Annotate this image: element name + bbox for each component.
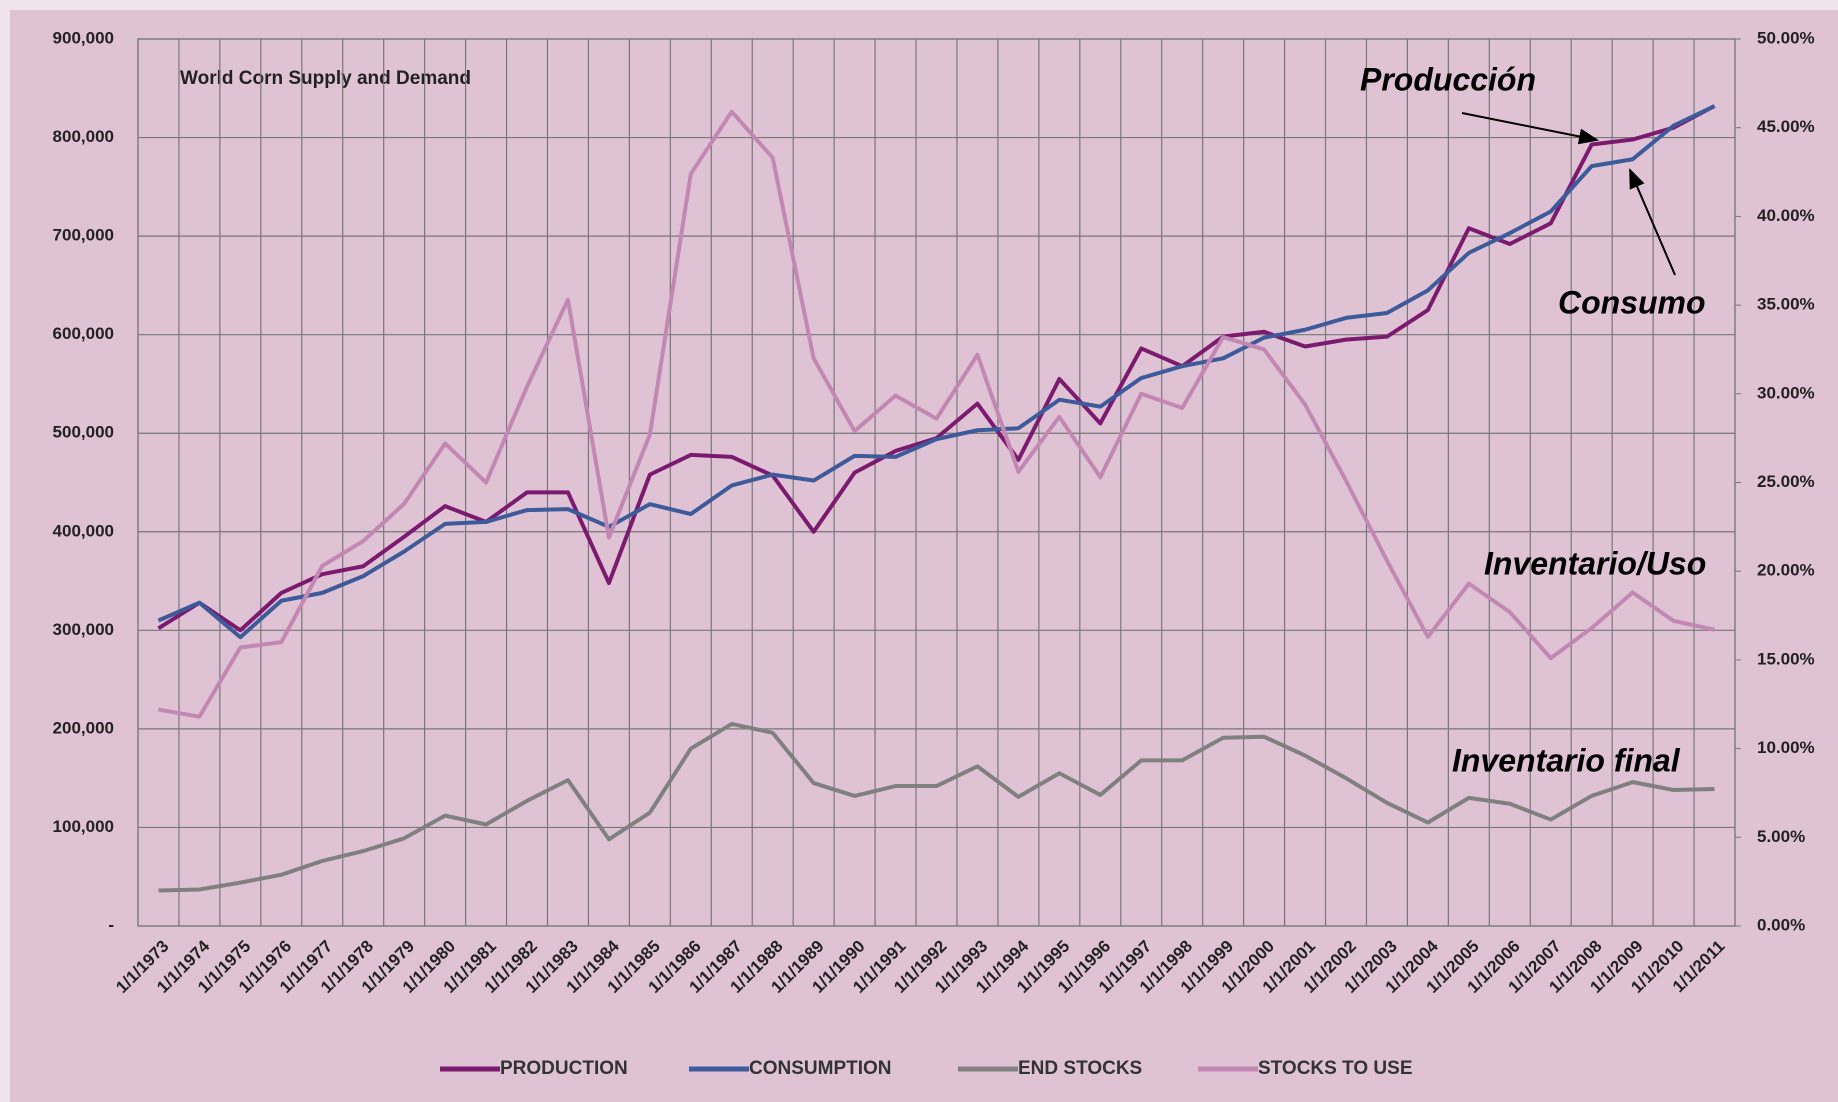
y2-tick-label: 45.00%: [1757, 117, 1815, 136]
annotation-arrow: [1461, 112, 1599, 145]
legend-label: STOCKS TO USE: [1258, 1058, 1413, 1079]
annotation: Inventario/Uso: [1484, 545, 1706, 581]
y-tick-label: 800,000: [53, 127, 114, 146]
y-tick-label: 300,000: [53, 620, 114, 639]
y2-tick-label: 35.00%: [1757, 295, 1815, 314]
y2-tick-label: 0.00%: [1757, 915, 1805, 934]
y2-tick-label: 40.00%: [1757, 206, 1815, 225]
y2-tick-label: 5.00%: [1757, 827, 1805, 846]
y-tick-label: 500,000: [53, 423, 114, 442]
annotation: Inventario final: [1452, 742, 1681, 778]
y-tick-label: 900,000: [53, 28, 114, 47]
series-line: [157, 104, 1716, 640]
annotation: Producción: [1360, 61, 1536, 97]
y2-tick-label: 10.00%: [1757, 738, 1815, 757]
y2-tick-label: 15.00%: [1757, 649, 1815, 668]
chart-background: [10, 10, 1838, 1102]
legend-label: CONSUMPTION: [749, 1058, 892, 1079]
y-tick-label: 100,000: [53, 817, 114, 836]
chart-title: World Corn Supply and Demand: [180, 68, 471, 89]
y-tick-label: 600,000: [53, 324, 114, 343]
y-tick-label: -: [108, 915, 114, 934]
legend-label: PRODUCTION: [500, 1058, 628, 1079]
y2-tick-label: 20.00%: [1757, 561, 1815, 580]
series-line: [158, 721, 1715, 893]
y2-tick-label: 30.00%: [1757, 383, 1815, 402]
y-tick-label: 700,000: [53, 226, 114, 245]
y-tick-label: 200,000: [53, 718, 114, 737]
y2-tick-label: 25.00%: [1757, 472, 1815, 491]
legend-label: END STOCKS: [1018, 1058, 1142, 1079]
series-line: [158, 109, 1715, 719]
y-tick-label: 400,000: [53, 521, 114, 540]
y2-tick-label: 50.00%: [1757, 28, 1815, 47]
annotation-arrow: [1629, 168, 1676, 276]
annotation: Consumo: [1558, 284, 1706, 320]
